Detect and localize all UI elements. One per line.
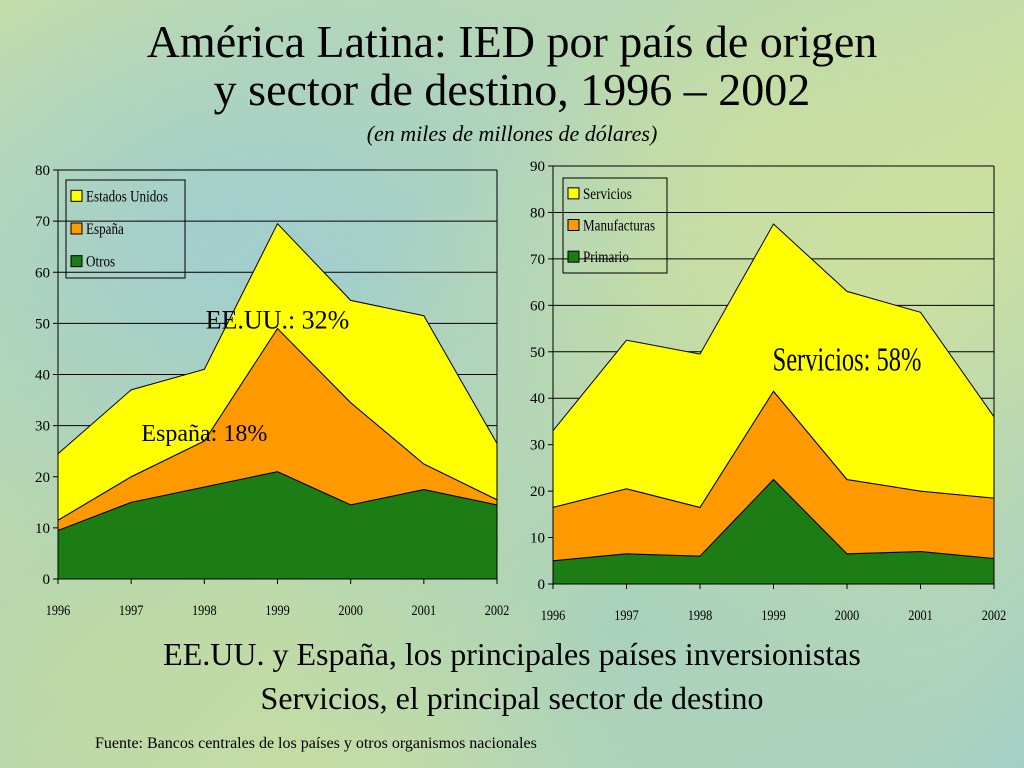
y-tick-label: 0	[43, 572, 51, 588]
y-tick-label: 50	[530, 345, 545, 361]
legend-label: Otros	[86, 254, 115, 271]
legend-label: España	[86, 221, 124, 238]
x-tick-label: 2000	[338, 602, 363, 618]
slide-title-line1: América Latina: IED por país de origen	[146, 16, 878, 67]
y-tick-label: 20	[35, 470, 50, 486]
x-tick-label: 1998	[192, 602, 217, 618]
legend-label: Manufacturas	[583, 217, 655, 234]
y-tick-label: 70	[35, 214, 50, 230]
y-tick-label: 20	[530, 484, 545, 500]
legend-label: Estados Unidos	[86, 188, 168, 205]
legend-swatch	[70, 255, 83, 268]
y-tick-label: 40	[35, 368, 50, 384]
slide-title-line2: y sector de destino, 1996 – 2002	[213, 64, 811, 115]
conclusion-line1: EE.UU. y España, los principales países …	[163, 636, 861, 672]
x-tick-label: 1999	[761, 607, 786, 623]
y-tick-label: 90	[530, 159, 545, 175]
y-tick-label: 80	[35, 163, 50, 179]
y-tick-label: 30	[530, 438, 545, 454]
legend-label: Primario	[583, 249, 629, 266]
legend-swatch	[567, 219, 580, 231]
chart-destination-sector: 0 10 20 30 40 50 60 70 80 90 1996 1997 1998 1999 2000 2…	[530, 159, 1006, 623]
legend-swatch	[70, 189, 83, 202]
y-tick-label: 70	[530, 252, 545, 268]
y-tick-label: 50	[35, 316, 50, 332]
conclusion-line2: Servicios, el principal sector de destin…	[260, 680, 764, 716]
legend-swatch	[70, 222, 83, 235]
chart-country-of-origin: 0 10 20 30 40 50 60 70 80 1996 1997 1998 1999 2000 200…	[35, 163, 509, 618]
legend-swatch	[567, 187, 580, 200]
legend-box	[65, 179, 186, 279]
legend-box	[562, 177, 668, 274]
x-tick-label: 2002	[982, 607, 1007, 623]
y-tick-label: 30	[35, 419, 50, 435]
legend-label: Servicios	[583, 186, 632, 203]
x-tick-label: 1997	[614, 607, 639, 623]
x-tick-label: 2002	[485, 602, 510, 618]
slide-subtitle: (en miles de millones de dólares)	[366, 121, 658, 146]
x-tick-label: 2001	[412, 602, 437, 618]
annotation-label: EE.UU.: 32%	[206, 305, 350, 334]
annotation-label: España: 18%	[141, 421, 267, 447]
x-tick-label: 2000	[835, 607, 860, 623]
y-tick-label: 60	[530, 298, 545, 314]
y-tick-label: 80	[530, 205, 545, 221]
y-tick-label: 10	[530, 531, 545, 547]
y-tick-label: 40	[530, 391, 545, 407]
y-tick-label: 0	[538, 577, 546, 593]
y-tick-label: 10	[35, 521, 50, 537]
y-tick-label: 60	[35, 265, 50, 281]
x-tick-label: 1998	[688, 607, 713, 623]
x-tick-label: 1999	[265, 602, 290, 618]
x-tick-label: 1996	[541, 607, 566, 623]
x-tick-label: 2001	[908, 607, 933, 623]
source-note: Fuente: Bancos centrales de los países y…	[95, 735, 537, 752]
x-tick-label: 1996	[46, 602, 71, 618]
x-tick-label: 1997	[119, 602, 144, 618]
legend-swatch	[567, 250, 580, 263]
annotation-label: Servicios: 58%	[773, 342, 922, 379]
